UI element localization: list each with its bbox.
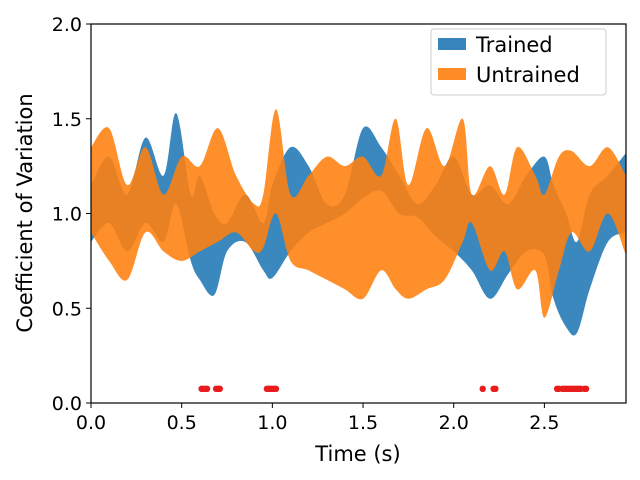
event-marker	[492, 385, 499, 392]
plot-area	[91, 109, 626, 392]
x-tick-label: 1.5	[348, 412, 378, 434]
legend-box	[430, 28, 607, 96]
series-band-untrained	[91, 109, 626, 318]
y-tick-label: 0.0	[52, 393, 82, 415]
event-marker	[582, 385, 590, 392]
x-tick-label: 2.0	[439, 412, 469, 434]
x-tick-label: 1.0	[257, 412, 287, 434]
y-tick-label: 1.5	[52, 109, 82, 131]
y-tick-label: 2.0	[52, 14, 82, 36]
axis-ticks: 0.0 0.5 1.0 1.5 2.0 2.5 0.0 0.5 1.0 1.5 2.0	[52, 14, 560, 434]
x-tick-label: 2.5	[529, 412, 559, 434]
y-axis-label: Coefficient of Variation	[13, 93, 37, 332]
legend-label-trained: Trained	[475, 33, 553, 57]
event-marker	[216, 385, 223, 392]
event-marker	[272, 385, 280, 392]
x-tick-label: 0.5	[167, 412, 197, 434]
event-marker	[479, 385, 486, 392]
x-tick-label: 0.0	[76, 412, 106, 434]
series-group	[91, 109, 626, 392]
event-marker	[203, 385, 211, 392]
legend-swatch-untrained	[438, 68, 466, 80]
legend: Trained Untrained	[430, 28, 607, 96]
y-tick-label: 1.0	[52, 204, 82, 226]
legend-label-untrained: Untrained	[476, 63, 580, 87]
legend-swatch-trained	[438, 38, 466, 50]
series-band-trained	[91, 112, 626, 336]
y-tick-label: 0.5	[52, 298, 82, 320]
x-axis-label: Time (s)	[314, 442, 400, 466]
